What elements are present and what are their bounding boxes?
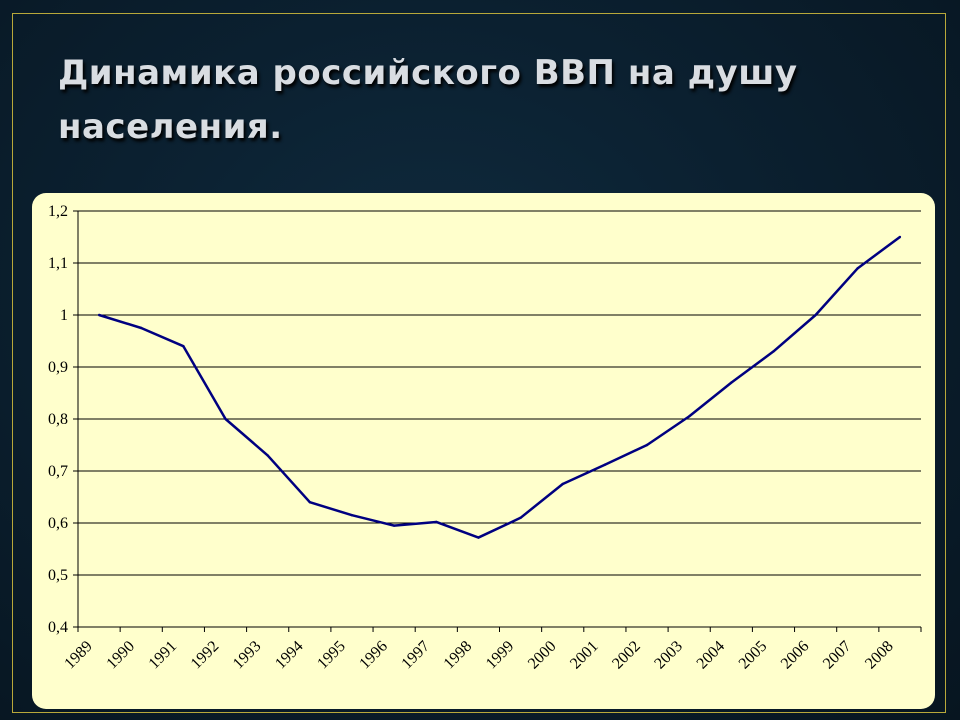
y-tick-label: 1 <box>60 307 68 324</box>
x-tick-label: 1989 <box>61 638 96 673</box>
y-tick-label: 0,4 <box>48 619 68 636</box>
data-point <box>182 345 185 348</box>
data-point <box>561 482 564 486</box>
data-point <box>645 443 649 447</box>
data-point <box>224 417 227 421</box>
data-point <box>435 520 438 524</box>
data-point <box>730 381 733 384</box>
x-tick-label: 2000 <box>525 638 560 673</box>
x-tick-label: 1995 <box>314 638 349 673</box>
slide-title: Динамика российского ВВП на душу населен… <box>58 53 798 147</box>
x-tick-label: 1994 <box>272 638 307 673</box>
y-tick-labels: 0,4 0,5 0,6 0,7 0,8 0,9 1 1,1 1,2 <box>48 203 68 636</box>
y-tick-label: 1,1 <box>48 255 68 272</box>
y-tick-label: 0,9 <box>48 359 68 376</box>
data-point <box>97 313 101 317</box>
x-tick-label: 2005 <box>736 638 771 673</box>
data-point <box>266 454 269 457</box>
data-point <box>308 501 312 504</box>
data-point <box>392 524 396 527</box>
slide-frame <box>12 13 946 713</box>
x-tick-label: 1993 <box>230 638 265 673</box>
data-point <box>772 350 775 353</box>
x-tick-label: 1999 <box>483 638 518 673</box>
data-point <box>519 516 522 519</box>
x-tick-label: 2002 <box>609 638 644 673</box>
x-tick-labels: 1989 1990 1991 1992 1993 1994 1995 1996 1997 1998… <box>61 638 896 673</box>
series-layer <box>97 235 902 539</box>
series-line <box>98 235 901 539</box>
data-point <box>140 326 143 330</box>
x-tick-label: 2001 <box>567 638 602 673</box>
x-tick-label: 2008 <box>862 638 897 673</box>
y-tick-label: 1,2 <box>48 203 68 220</box>
data-point <box>687 415 691 418</box>
x-tick-label: 1992 <box>188 638 223 673</box>
x-tick-label: 1996 <box>356 638 391 673</box>
data-point <box>898 235 902 239</box>
x-tick-label: 1998 <box>441 638 476 673</box>
grid-lines <box>78 210 921 628</box>
y-tick-label: 0,6 <box>48 515 68 532</box>
x-tick-label: 2006 <box>778 638 813 673</box>
data-point <box>603 463 607 466</box>
y-tick-label: 0,7 <box>48 463 68 480</box>
data-point <box>814 313 817 317</box>
data-point <box>477 536 480 539</box>
axes <box>73 210 922 632</box>
y-tick-label: 0,5 <box>48 567 68 584</box>
data-point <box>856 267 859 270</box>
x-tick-label: 2004 <box>694 638 729 673</box>
y-tick-label: 0,8 <box>48 411 68 428</box>
x-tick-label: 1997 <box>398 638 433 673</box>
chart-panel <box>32 193 935 709</box>
x-tick-label: 2003 <box>651 638 686 673</box>
x-tick-label: 1990 <box>103 638 138 673</box>
data-point <box>350 514 354 517</box>
x-tick-label: 2007 <box>820 638 855 673</box>
x-tick-label: 1991 <box>146 638 181 673</box>
